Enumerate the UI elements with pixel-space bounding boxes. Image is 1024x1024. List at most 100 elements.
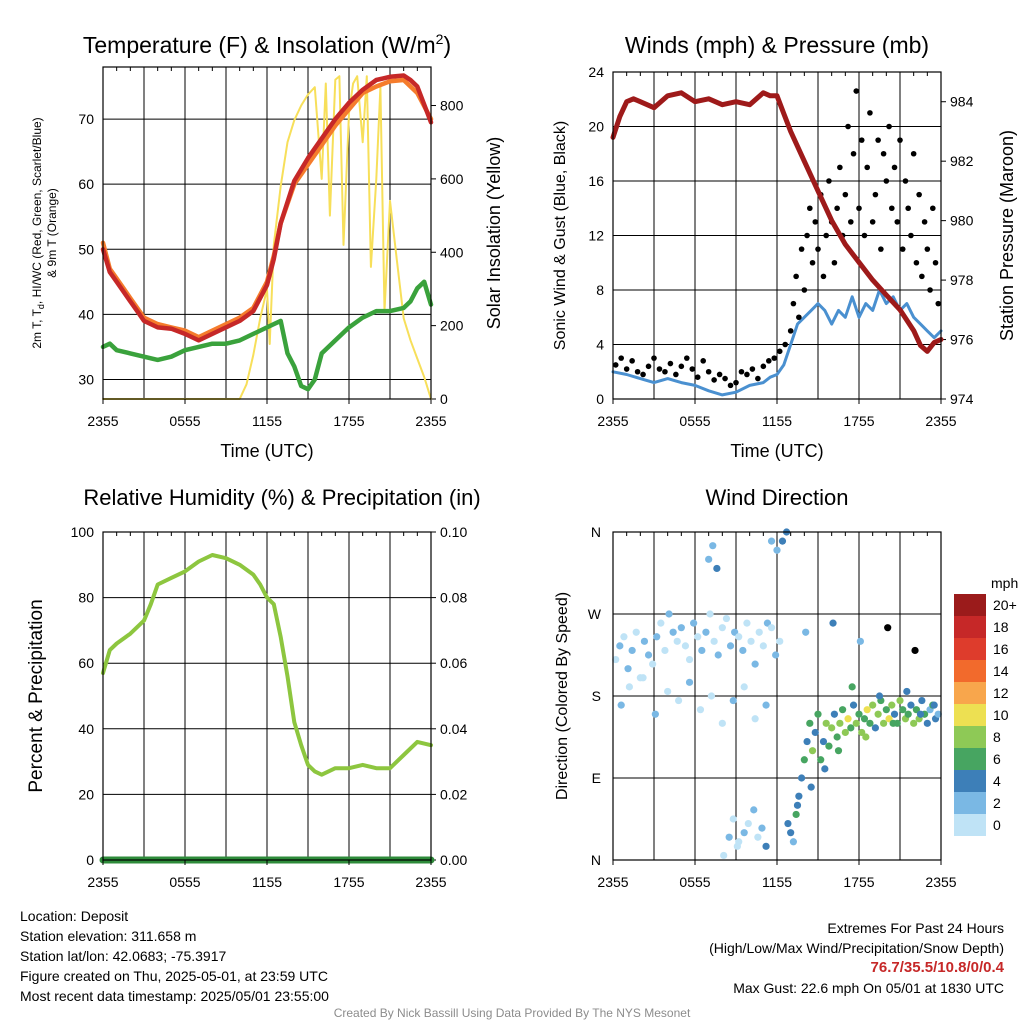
gust-point bbox=[727, 382, 734, 389]
direction-point bbox=[808, 747, 817, 755]
legend-label: 12 bbox=[993, 685, 1009, 701]
gust-point bbox=[651, 355, 657, 361]
direction-point bbox=[789, 838, 798, 846]
gust-point bbox=[782, 341, 788, 348]
gust-point bbox=[612, 362, 619, 368]
y2-tick-label: 200 bbox=[440, 318, 464, 334]
gust-point bbox=[645, 363, 652, 370]
direction-point bbox=[726, 642, 735, 650]
direction-point bbox=[795, 792, 803, 800]
y-tick-label: 40 bbox=[78, 306, 94, 322]
x-tick-label: 2355 bbox=[87, 413, 118, 429]
gust-point bbox=[831, 259, 838, 266]
gust-point bbox=[880, 150, 887, 157]
x-tick-label: 2355 bbox=[925, 413, 956, 429]
direction-point bbox=[806, 719, 814, 727]
gust-point bbox=[908, 232, 914, 239]
chart-title: Winds (mph) & Pressure (mb) bbox=[625, 32, 929, 58]
station-elevation: Station elevation: 311.658 m bbox=[20, 928, 197, 944]
legend-label: 2 bbox=[993, 795, 1001, 811]
legend-swatch bbox=[954, 748, 986, 770]
panel-temp: 30 40 50 60 70 0 200 400 600 800 2355 0555 1155 1755 2… bbox=[30, 31, 504, 461]
direction-point bbox=[802, 628, 810, 636]
direction-point bbox=[709, 542, 717, 550]
y-tick-label: 60 bbox=[78, 176, 94, 192]
direction-point bbox=[698, 646, 706, 655]
direction-point bbox=[910, 719, 918, 727]
y2-tick-label: 0.00 bbox=[440, 852, 467, 868]
y-tick-label: 20 bbox=[78, 786, 94, 802]
extremes-title: Extremes For Past 24 Hours bbox=[827, 920, 1004, 936]
direction-point bbox=[649, 660, 657, 668]
direction-point bbox=[664, 687, 672, 696]
direction-point bbox=[875, 692, 884, 700]
direction-point bbox=[934, 710, 942, 718]
gust-point bbox=[848, 219, 854, 225]
legend-label: 14 bbox=[993, 663, 1009, 679]
gust-point bbox=[889, 205, 895, 212]
direction-point bbox=[640, 637, 649, 645]
direction-point bbox=[848, 683, 856, 691]
direction-point bbox=[744, 819, 752, 828]
gust-point bbox=[700, 358, 706, 364]
extremes-panel: Extremes For Past 24 Hours (High/Low/Max… bbox=[709, 918, 1004, 998]
y-tick-label: 0 bbox=[596, 391, 604, 407]
direction-point bbox=[860, 715, 869, 723]
legend-label: 0 bbox=[993, 817, 1001, 833]
direction-point bbox=[798, 774, 806, 782]
gust-point bbox=[891, 164, 898, 171]
direction-point bbox=[903, 687, 911, 696]
y2-tick-label: 982 bbox=[950, 153, 974, 169]
y-tick-label: W bbox=[588, 606, 602, 622]
direction-point bbox=[767, 624, 776, 632]
legend-label: 8 bbox=[993, 729, 1001, 745]
direction-point bbox=[675, 696, 683, 705]
y2-tick-label: 978 bbox=[950, 272, 974, 288]
gust-point bbox=[913, 259, 920, 266]
direction-point bbox=[862, 733, 870, 741]
y-tick-label: 12 bbox=[588, 228, 604, 244]
direction-point bbox=[776, 637, 784, 645]
y-tick-label: 30 bbox=[78, 371, 94, 387]
x-tick-label: 0555 bbox=[679, 874, 710, 890]
direction-point bbox=[758, 824, 766, 832]
direction-point bbox=[661, 646, 669, 655]
legend-label: 10 bbox=[993, 707, 1009, 723]
direction-point bbox=[792, 810, 800, 819]
direction-point bbox=[833, 733, 841, 741]
gust-point bbox=[837, 164, 843, 171]
gust-point bbox=[919, 273, 925, 280]
gust-point bbox=[711, 377, 717, 383]
direction-point bbox=[617, 701, 625, 709]
direction-point bbox=[685, 678, 694, 686]
direction-point bbox=[889, 719, 897, 727]
gust-point bbox=[640, 371, 646, 378]
y2-tick-label: 980 bbox=[950, 213, 974, 229]
station-latlon: Station lat/lon: 42.0683; -75.3917 bbox=[20, 948, 227, 964]
y-axis-label: Percent & Precipitation bbox=[26, 599, 47, 792]
direction-point bbox=[772, 651, 780, 659]
legend-swatch bbox=[954, 660, 986, 682]
direction-point bbox=[800, 756, 808, 764]
gust-point bbox=[905, 205, 911, 212]
direction-point bbox=[911, 646, 919, 655]
direction-point bbox=[702, 628, 710, 636]
direction-point bbox=[755, 628, 763, 636]
y2-tick-label: 0.02 bbox=[440, 786, 467, 802]
gust-point bbox=[815, 246, 821, 252]
direction-point bbox=[871, 724, 880, 732]
x-axis-label: Time (UTC) bbox=[730, 441, 823, 461]
direction-point bbox=[720, 851, 728, 860]
gust-point bbox=[749, 366, 756, 372]
direction-point bbox=[751, 660, 759, 668]
direction-point bbox=[866, 719, 874, 727]
gust-point bbox=[776, 348, 783, 355]
y-tick-label: E bbox=[592, 770, 601, 786]
legend-label: 20+ bbox=[993, 597, 1017, 613]
gust-point bbox=[804, 232, 810, 239]
gust-point bbox=[916, 191, 922, 198]
y-tick-label: N bbox=[591, 524, 601, 540]
chart-title: Temperature (F) & Insolation (W/m2) bbox=[83, 31, 451, 58]
direction-point bbox=[778, 537, 787, 545]
direction-point bbox=[822, 719, 830, 727]
